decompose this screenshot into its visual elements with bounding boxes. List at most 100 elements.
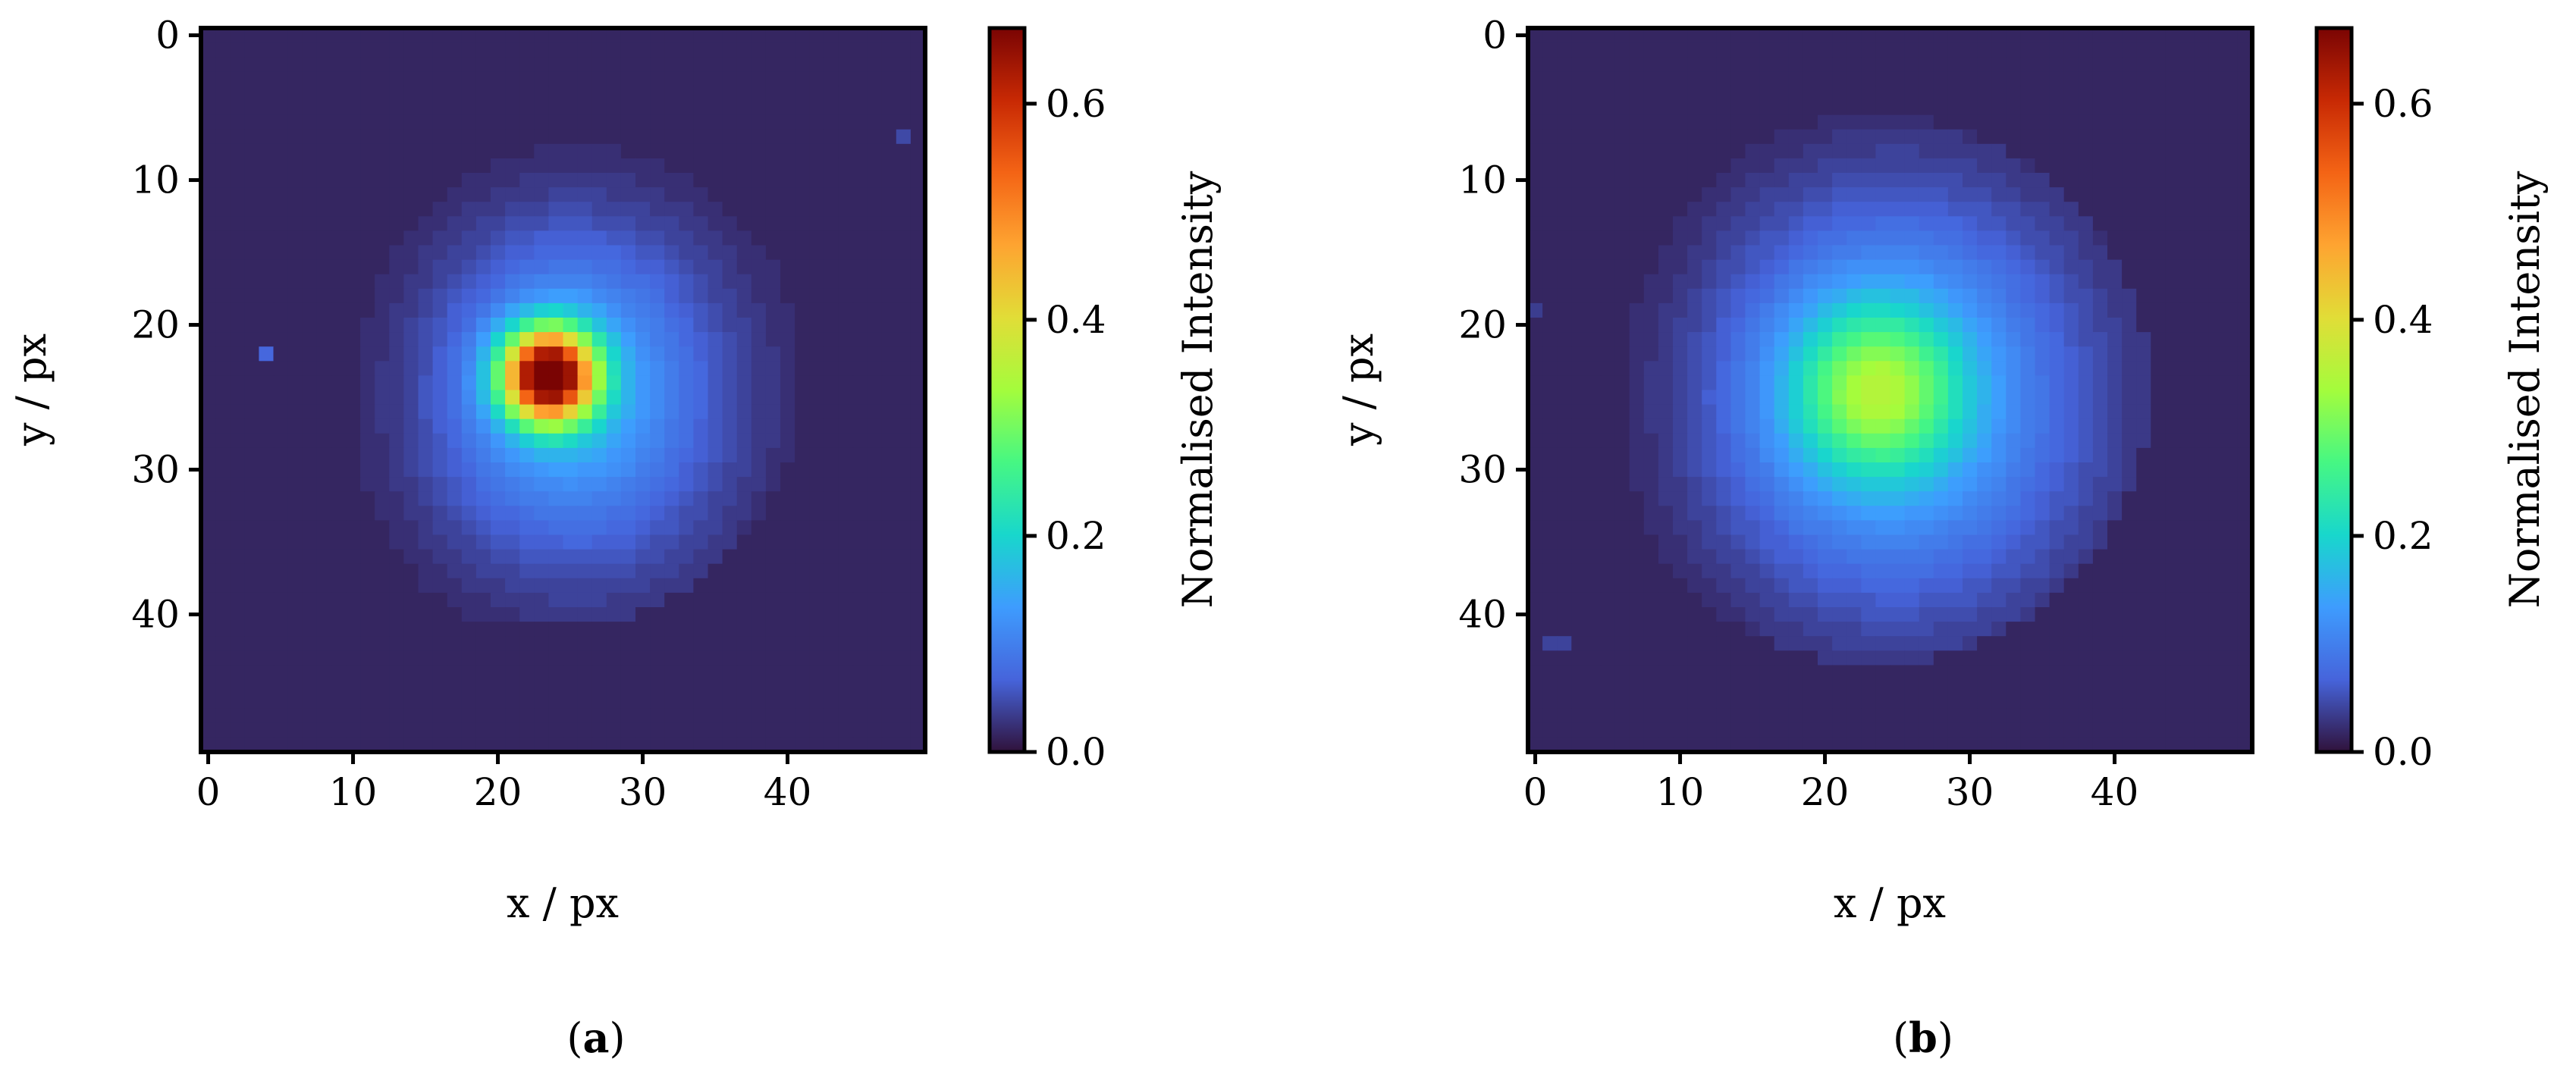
heatmap-cell [679,636,694,651]
heatmap-cell [534,346,549,362]
heatmap-cell [2179,361,2195,376]
heatmap-cell [838,86,854,102]
heatmap-cell [2237,187,2253,202]
heatmap-cell [2194,114,2210,130]
heatmap-cell [910,592,926,608]
heatmap-cell [679,42,694,58]
heatmap-cell [664,722,679,738]
heatmap-cell [287,361,303,376]
heatmap-cell [2049,158,2065,174]
heatmap-cell [1528,302,1543,318]
heatmap-cell [475,173,491,188]
heatmap-cell [1702,722,1717,738]
heatmap-cell [447,71,463,86]
heatmap-cell [418,86,434,102]
heatmap-cell [447,534,463,550]
heatmap-cell [2078,86,2094,102]
heatmap-cell [1788,42,1804,58]
heatmap-cell [2208,433,2224,449]
heatmap-cell [1818,636,1833,651]
heatmap-cell [1846,375,1862,391]
heatmap-cell [331,650,347,666]
heatmap-cell [475,622,491,637]
heatmap-cell [838,288,854,304]
heatmap-cell [346,390,361,406]
heatmap-cell [505,679,520,695]
heatmap-cell [2237,390,2253,406]
heatmap-cell [1818,650,1833,666]
heatmap-cell [230,143,245,159]
heatmap-cell [244,578,259,594]
heatmap-cell [1875,202,1891,217]
heatmap-cell [635,143,651,159]
heatmap-cell [389,491,404,506]
heatmap-cell [1658,302,1674,318]
heatmap-cell [1803,549,1818,565]
colorbar [990,28,1024,752]
heatmap-cell [708,708,723,724]
heatmap-cell [1890,520,1906,536]
heatmap-cell [1788,71,1804,86]
heatmap-cell [780,622,795,637]
heatmap-cell [2208,173,2224,188]
heatmap-cell [2107,143,2123,159]
heatmap-cell [447,143,463,159]
heatmap-cell [1643,534,1659,550]
heatmap-cell [1933,28,1949,43]
heatmap-cell [1702,216,1717,231]
heatmap-cell [1977,433,1992,449]
heatmap-cell [215,722,231,738]
heatmap-cell [418,230,434,246]
heatmap-cell [505,650,520,666]
heatmap-cell [1933,708,1949,724]
heatmap-cell [1861,447,1876,463]
heatmap-cell [1643,114,1659,130]
heatmap-cell [1947,202,1963,217]
heatmap-cell [577,563,593,579]
heatmap-cell [1846,361,1862,376]
heatmap-cell [2136,216,2151,231]
heatmap-cell [1933,288,1949,304]
heatmap-cell [1730,245,1746,261]
heatmap-cell [1890,71,1906,86]
heatmap-cell [896,346,911,362]
heatmap-cell [461,737,477,753]
heatmap-cell [620,636,636,651]
heatmap-cell [650,361,665,376]
heatmap-cell [316,288,332,304]
heatmap-cell [2107,114,2123,130]
heatmap-cell [360,375,375,391]
heatmap-cell [331,592,347,608]
heatmap-cell [1542,477,1558,492]
heatmap-cell [708,259,723,275]
heatmap-cell [2179,433,2195,449]
heatmap-cell [2237,274,2253,290]
heatmap-cell [1947,433,1963,449]
heatmap-cell [1933,187,1949,202]
heatmap-cell [1890,57,1906,72]
heatmap-cell [375,173,390,188]
heatmap-cell [201,694,216,710]
heatmap-cell [1673,665,1688,681]
heatmap-cell [1861,230,1876,246]
heatmap-cell [1846,100,1862,116]
heatmap-cell [650,534,665,550]
heatmap-cell [867,477,883,492]
heatmap-cell [1643,404,1659,420]
heatmap-cell [563,202,579,217]
heatmap-cell [2006,636,2021,651]
heatmap-cell [1702,679,1717,695]
heatmap-cell [693,259,709,275]
heatmap-cell [475,318,491,333]
heatmap-cell [389,462,404,478]
heatmap-cell [1919,679,1934,695]
heatmap-cell [259,42,275,58]
heatmap-cell [2006,650,2021,666]
heatmap-cell [736,549,752,565]
heatmap-cell [910,28,926,43]
heatmap-cell [795,245,810,261]
heatmap-cell [910,71,926,86]
heatmap-cell [679,173,694,188]
heatmap-cell [2035,722,2050,738]
heatmap-cell [491,86,506,102]
